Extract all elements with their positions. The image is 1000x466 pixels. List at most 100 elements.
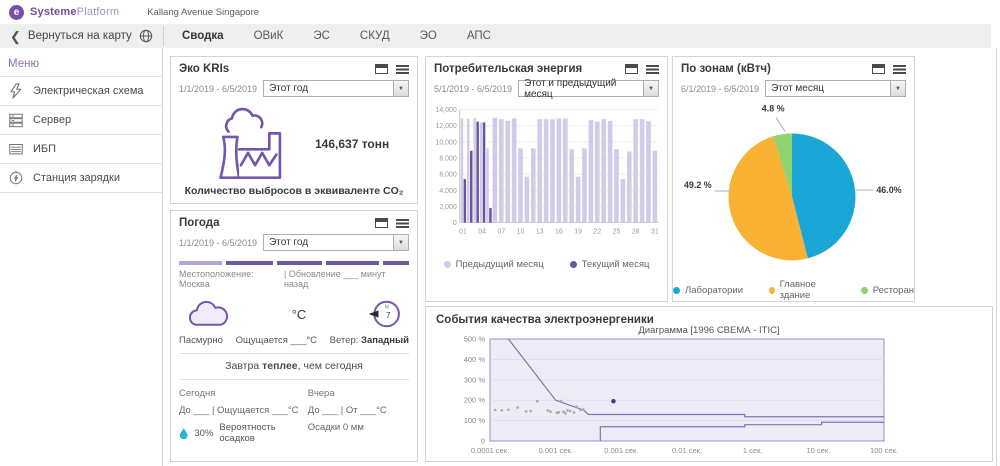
yesterday-precip: Осадки 0 мм xyxy=(307,422,364,433)
sidebar-item-electrical-scheme[interactable]: Электрическая схема xyxy=(0,77,162,106)
card-power-quality-events: События качества электроэнергеники Диагр… xyxy=(425,306,993,462)
select-arrow-icon: ▼ xyxy=(393,81,408,96)
card-consumer-energy: Потребительская энергия 5/1/2019 - 6/5/2… xyxy=(425,56,668,302)
svg-text:8,000: 8,000 xyxy=(439,155,457,162)
pie-label-restaurant: 4.8 % xyxy=(762,104,785,114)
card-by-zones: По зонам (кВтч) 6/1/2019 - 6/5/2019 Этот… xyxy=(672,56,915,302)
maximize-icon[interactable] xyxy=(872,64,885,74)
card-menu-icon[interactable] xyxy=(396,218,409,228)
legend-dot xyxy=(769,286,775,294)
divider xyxy=(179,353,409,354)
weather-update: | Обновление ___ минут назад xyxy=(283,269,386,289)
brand-name-light: Platform xyxy=(76,6,120,18)
svg-text:0: 0 xyxy=(481,437,485,446)
tab-skud[interactable]: СКУД xyxy=(359,30,390,42)
legend-item: Текущий месяц xyxy=(569,259,649,270)
ups-icon xyxy=(9,144,23,155)
energy-chart-legend: Предыдущий месяц Текущий месяц xyxy=(426,259,667,270)
weather-period-select[interactable]: Этот год ▼ xyxy=(263,234,409,251)
weather-location: Местоположение: Москва xyxy=(179,269,254,289)
tab-svodka[interactable]: Сводка xyxy=(182,30,224,42)
today-label: Сегодня xyxy=(179,388,216,399)
svg-text:10: 10 xyxy=(517,229,525,236)
legend-dot xyxy=(569,261,577,268)
pq-line-chart: 0 100 % 200 % 300 % 400 % 500 % 0.0001 сек. 0.0… xyxy=(464,335,898,456)
content-right-border xyxy=(996,48,997,466)
legend-dot xyxy=(673,286,680,294)
pie-label-labs: 46.0% xyxy=(876,185,901,195)
svg-text:10,000: 10,000 xyxy=(436,139,457,146)
sidebar-item-charging-station[interactable]: Станция зарядки xyxy=(0,164,162,193)
energy-bar-chart: 0 2,000 4,000 6,000 8,000 10,000 12,000 14,000 0… xyxy=(436,107,659,236)
svg-text:01: 01 xyxy=(459,229,467,236)
tab-aps[interactable]: АПС xyxy=(466,30,491,42)
timeline-segment xyxy=(382,261,409,265)
energy-period-select[interactable]: Этот и предыдущий месяц ▼ xyxy=(518,77,659,100)
svg-text:25: 25 xyxy=(613,229,621,236)
legend-dot xyxy=(443,261,451,268)
svg-text:04: 04 xyxy=(478,229,486,236)
card-menu-icon[interactable] xyxy=(893,64,906,74)
yesterday-label: Вчера xyxy=(307,388,335,399)
wind-compass-icon: N 7 xyxy=(368,300,400,328)
svg-text:0: 0 xyxy=(453,220,457,227)
tab-es[interactable]: ЭС xyxy=(313,30,330,42)
card-title: Погода xyxy=(179,217,220,229)
sidebar-item-label: Электрическая схема xyxy=(33,85,144,97)
co2-value: 146,637 тонн xyxy=(315,137,390,151)
eco-period-select[interactable]: Этот год ▼ xyxy=(263,80,409,97)
sidebar-item-ups[interactable]: ИБП xyxy=(0,135,162,164)
svg-text:0.01 сек.: 0.01 сек. xyxy=(672,446,702,455)
pq-chart-title: Диаграмма [1996 СВЕМА - ITIC] xyxy=(638,325,780,336)
tab-ovik[interactable]: ОВиК xyxy=(253,30,284,42)
co2-caption: Количество выбросов в эквиваленте CO₂ xyxy=(184,185,404,197)
select-value: Этот месяц xyxy=(771,83,825,94)
svg-text:300 %: 300 % xyxy=(464,375,486,384)
brand-name-bold: Systeme xyxy=(30,6,77,18)
svg-text:22: 22 xyxy=(593,229,601,236)
today-precip: 30% Вероятность осадков xyxy=(179,422,308,444)
sidebar-item-label: ИБП xyxy=(33,143,57,155)
timeline-segment xyxy=(277,261,323,265)
weather-wind: Ветер: Западный xyxy=(329,335,409,346)
svg-text:16: 16 xyxy=(555,229,563,236)
globe-icon xyxy=(139,29,153,43)
tab-eo[interactable]: ЭО xyxy=(419,30,437,42)
maximize-icon[interactable] xyxy=(375,218,388,228)
select-value: Этот год xyxy=(269,237,309,248)
legend-dot xyxy=(860,286,868,294)
site-name: Kallang Avenue Singapore xyxy=(147,6,260,18)
svg-text:07: 07 xyxy=(497,229,505,236)
back-to-map-link[interactable]: ❮ Вернуться на карту xyxy=(10,29,153,43)
select-value: Этот и предыдущий месяц xyxy=(524,77,617,100)
svg-text:4,000: 4,000 xyxy=(439,188,457,195)
tabbar-divider xyxy=(163,26,164,46)
legend-item: Лаборатории xyxy=(673,279,743,301)
card-menu-icon[interactable] xyxy=(646,64,659,74)
svg-text:N: N xyxy=(385,304,389,310)
topbar: e SystemePlatform Kallang Avenue Singapo… xyxy=(0,0,1000,24)
lightning-icon xyxy=(10,83,22,99)
maximize-icon[interactable] xyxy=(375,64,388,74)
factory-emissions-icon xyxy=(219,107,282,180)
date-range: 6/1/2019 - 6/5/2019 xyxy=(681,83,760,94)
sidebar-item-label: Сервер xyxy=(33,114,72,126)
zones-period-select[interactable]: Этот месяц ▼ xyxy=(765,80,906,97)
svg-text:6,000: 6,000 xyxy=(439,172,457,179)
card-menu-icon[interactable] xyxy=(396,64,409,74)
legend-item: Ресторан xyxy=(860,279,914,301)
legend-item: Предыдущий месяц xyxy=(443,259,544,270)
svg-text:31: 31 xyxy=(651,229,659,236)
card-weather: Погода 1/1/2019 - 6/5/2019 Этот год ▼ Ме… xyxy=(170,210,418,462)
sidebar-item-server[interactable]: Сервер xyxy=(0,106,162,135)
svg-text:400 %: 400 % xyxy=(464,355,486,364)
pie-label-main-building: 49.2 % xyxy=(684,180,712,190)
svg-text:7: 7 xyxy=(386,311,391,320)
zones-pie-chart: 4.8 % 46.0% 49.2 % xyxy=(684,104,902,261)
maximize-icon[interactable] xyxy=(625,64,638,74)
svg-text:2,000: 2,000 xyxy=(439,204,457,211)
chevron-left-icon: ❮ xyxy=(10,28,21,44)
svg-text:14,000: 14,000 xyxy=(436,107,457,114)
tabbar: ❮ Вернуться на карту Сводка ОВиК ЭС СКУД… xyxy=(0,24,991,48)
